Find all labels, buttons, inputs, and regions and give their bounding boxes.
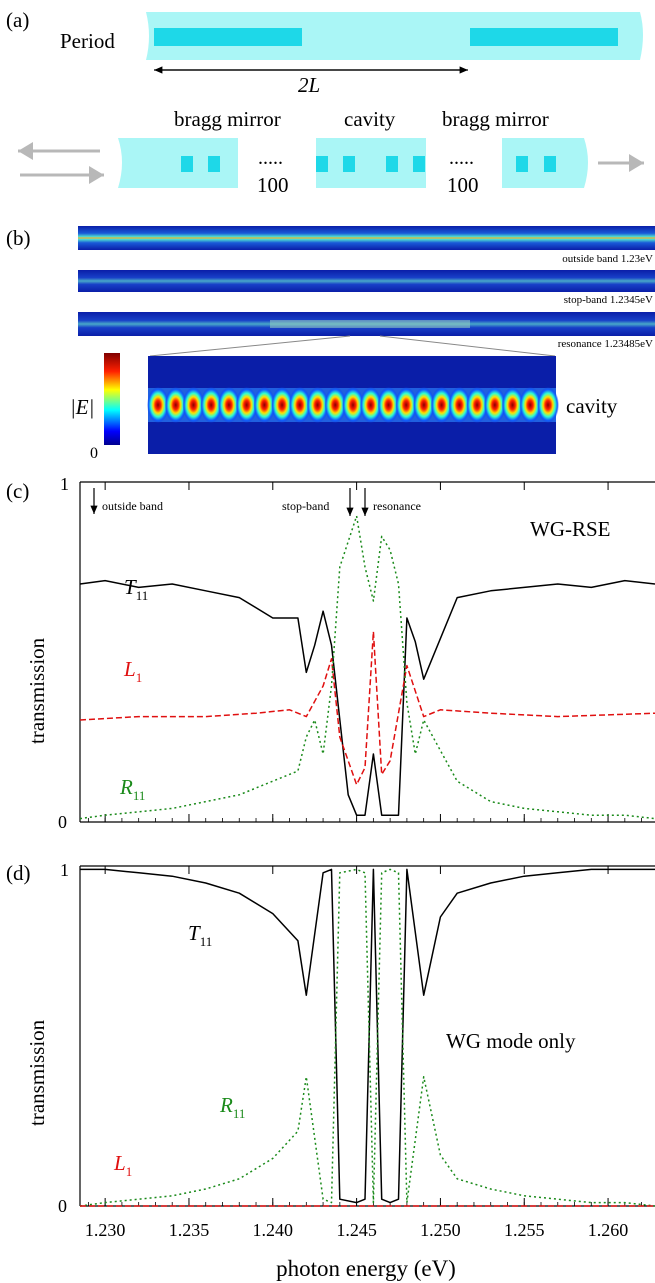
- field-spot: [483, 387, 506, 423]
- field-spot: [217, 387, 240, 423]
- x-tick-label: 1.235: [169, 1220, 210, 1240]
- series-label-L-d: L1: [113, 1151, 132, 1179]
- field-spot: [501, 387, 524, 423]
- field-spot: [306, 387, 329, 423]
- field-spot: [182, 387, 205, 423]
- series-label-L-c: L1: [123, 657, 142, 685]
- cavity-waveguide: [316, 138, 426, 188]
- cavity-field-spots: [147, 387, 559, 423]
- cavity-label: cavity: [344, 107, 396, 131]
- series-T11-c: [79, 579, 655, 816]
- field-spot: [537, 387, 559, 423]
- span-label: 2L: [298, 73, 320, 97]
- mirror-right-label: bragg mirror: [442, 107, 549, 131]
- field-spot: [147, 387, 169, 423]
- zoom-line-left: [149, 335, 351, 357]
- field-strip-stopband: [78, 270, 655, 292]
- series-R11-c: [79, 515, 655, 820]
- annotation-stop-band: stop-band: [282, 499, 329, 513]
- field-spot: [271, 387, 294, 423]
- ticks-c: [87, 482, 642, 822]
- field-spot: [200, 387, 223, 423]
- ylabel-c: transmission: [25, 637, 49, 744]
- series-L1-c: [79, 630, 655, 786]
- period-label: Period: [60, 29, 115, 53]
- field-spot: [377, 387, 400, 423]
- colorbar-label: |E|: [70, 395, 94, 419]
- x-tick-label: 1.245: [336, 1220, 377, 1240]
- annotation-outside-band: outside band: [102, 499, 163, 513]
- title-c: WG-RSE: [530, 517, 611, 541]
- panel-c: (c) 1 0 transmission outside band stop-b…: [6, 474, 655, 832]
- colorbar-min: 0: [90, 445, 98, 462]
- colorbar: [104, 353, 120, 445]
- count-right: 100: [447, 173, 479, 197]
- ylabel-d: transmission: [25, 1019, 49, 1126]
- plot-d: [79, 868, 655, 1207]
- x-tick-label: 1.255: [504, 1220, 545, 1240]
- field-spot: [395, 387, 418, 423]
- panel-d-label: (d): [6, 861, 31, 885]
- ytick-d-0: 0: [58, 1196, 67, 1216]
- cavity-zoom-label: cavity: [566, 394, 618, 418]
- zoom-line-right: [379, 335, 556, 357]
- xlabel: photon energy (eV): [276, 1256, 456, 1281]
- field-spot: [466, 387, 489, 423]
- series-label-R-c: R11: [119, 775, 145, 803]
- series-label-T-d: T11: [188, 921, 212, 949]
- x-tick-label: 1.240: [253, 1220, 294, 1240]
- ytick-c-1: 1: [60, 474, 69, 494]
- field-spot: [235, 387, 258, 423]
- plot-c: [79, 515, 655, 820]
- field-spot: [342, 387, 364, 423]
- ytick-c-0: 0: [58, 812, 67, 832]
- series-T11-d: [80, 868, 655, 1204]
- dots-right: .....: [449, 147, 474, 169]
- period-block-right: [470, 28, 618, 46]
- strip-label-outside: outside band 1.23eV: [562, 253, 653, 265]
- series-label-R-d: R11: [219, 1093, 245, 1121]
- mirror-left-label: bragg mirror: [174, 107, 281, 131]
- panel-d: (d) 1 0 transmission WG mode only T11 R1…: [6, 860, 655, 1281]
- strip-label-resonance: resonance 1.23485eV: [558, 338, 653, 350]
- period-block-left: [154, 28, 302, 46]
- mirror-left-waveguide: [118, 138, 238, 188]
- field-spot: [430, 387, 453, 423]
- field-strip-outside: [78, 226, 655, 250]
- panel-c-label: (c): [6, 479, 29, 503]
- field-spot: [448, 387, 471, 423]
- x-tick-label: 1.250: [420, 1220, 461, 1240]
- panel-a-label: (a): [6, 8, 29, 32]
- series-label-T-c: T11: [124, 575, 148, 603]
- dots-left: .....: [258, 147, 283, 169]
- field-spot: [288, 387, 311, 423]
- x-tick-labels: 1.230 1.235 1.240 1.245 1.250 1.255 1.260: [85, 1220, 628, 1240]
- field-spot: [519, 387, 542, 423]
- count-left: 100: [257, 173, 289, 197]
- field-spot: [324, 387, 347, 423]
- strip-label-stopband: stop-band 1.2345eV: [564, 294, 653, 306]
- field-spot: [164, 387, 187, 423]
- ytick-d-1: 1: [60, 860, 69, 880]
- panel-a: (a) Period 2L bragg mirror cavity bragg …: [6, 8, 644, 197]
- x-tick-label: 1.230: [85, 1220, 126, 1240]
- title-d: WG mode only: [446, 1029, 576, 1053]
- annotation-resonance: resonance: [373, 499, 421, 513]
- panel-b: (b) outside band 1.23eV stop-band 1.2345…: [6, 226, 655, 462]
- x-tick-label: 1.260: [588, 1220, 629, 1240]
- period-waveguide: [146, 12, 643, 60]
- field-spot: [359, 387, 382, 423]
- panel-b-label: (b): [6, 226, 31, 250]
- field-spot: [412, 387, 435, 423]
- field-spot: [253, 387, 276, 423]
